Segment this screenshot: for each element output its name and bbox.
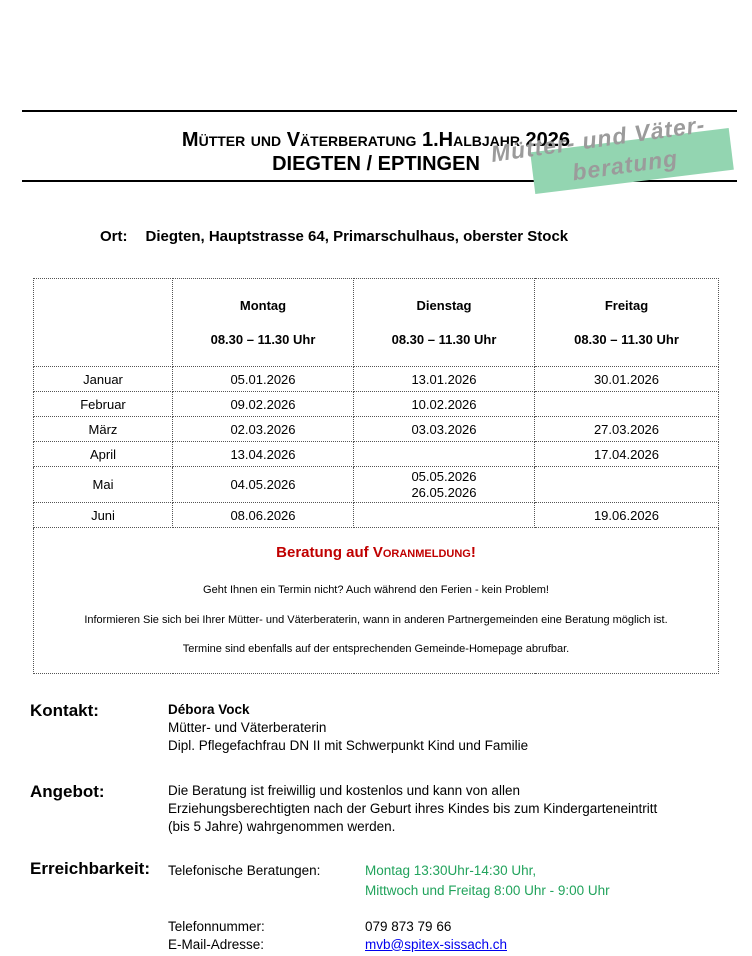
date-cell: 13.01.2026 [353,366,535,392]
location-line: Ort: Diegten, Hauptstrasse 64, Primarschu… [100,228,752,245]
notice-cell: Beratung auf Voranmeldung! Geht Ihnen ei… [33,527,719,674]
mvb-logo: Mütter- und Väter- beratung [476,111,742,206]
angebot-label: Angebot: [30,781,105,801]
angebot-text-line: (bis 5 Jahre) wahrgenommen werden. [168,818,396,834]
phone-number-value: 079 873 79 66 [365,918,452,934]
date-cell [534,466,719,503]
column-day-label: Dienstag [416,298,472,313]
contact-details: Telefonnummer: 079 873 79 66 E-Mail-Adre… [168,918,752,954]
top-divider [22,110,737,112]
date-cell: 03.03.2026 [353,416,535,442]
phone-consult-label: Telefonische Beratungen: [168,862,321,878]
notice-text-line: Informieren Sie sich bei Ihrer Mütter- u… [84,613,668,626]
tuesday-column-header: Dienstag 08.30 – 11.30 Uhr [353,278,535,367]
table-row: Januar 05.01.2026 13.01.2026 30.01.2026 [33,366,719,392]
friday-column-header: Freitag 08.30 – 11.30 Uhr [534,278,719,367]
month-cell: März [33,416,173,442]
contact-name: Débora Vock [168,701,250,717]
contact-role: Mütter- und Väterberaterin [168,719,327,735]
schedule-table: Montag 08.30 – 11.30 Uhr Dienstag 08.30 … [33,278,719,674]
phone-consult-hours-line2: Mittwoch und Freitag 8:00 Uhr - 9:00 Uhr [365,882,610,898]
column-time-label: 08.30 – 11.30 Uhr [210,332,316,347]
month-cell: Mai [33,466,173,503]
phone-consult-hours-line1: Montag 13:30Uhr-14:30 Uhr, [365,862,537,878]
angebot-text-line: Die Beratung ist freiwillig und kostenlo… [168,782,520,798]
date-cell [353,441,535,467]
table-row: Mai 04.05.2026 05.05.2026 26.05.2026 [33,466,719,503]
notice-heading-part2: Voranmeldung! [372,544,476,561]
email-label: E-Mail-Adresse: [168,936,265,952]
notice-text-line: Geht Ihnen ein Termin nicht? Auch währen… [203,584,549,596]
date-cell [534,391,719,417]
date-cell: 10.02.2026 [353,391,535,417]
notice-heading: Beratung auf Voranmeldung! [36,544,716,561]
column-day-label: Freitag [604,298,649,313]
location-label: Ort: [100,228,128,245]
page-subtitle: DIEGTEN / EPTINGEN [272,153,480,175]
notice-text-line: Termine sind ebenfalls auf der entsprech… [182,643,570,655]
month-column-header [33,278,173,367]
date-cell: 27.03.2026 [534,416,719,442]
column-time-label: 08.30 – 11.30 Uhr [574,332,679,347]
month-cell: Juni [33,502,173,528]
notice-heading-part1: Beratung auf [276,544,373,561]
date-cell: 30.01.2026 [534,366,719,392]
angebot-text-line: Erziehungsberechtigten nach der Geburt i… [168,800,658,816]
angebot-content: Die Beratung ist freiwillig und kostenlo… [168,782,752,836]
erreichbarkeit-label: Erreichbarkeit: [30,858,150,878]
notice-row: Beratung auf Voranmeldung! Geht Ihnen ei… [33,527,719,674]
page-title: Mütter und Väterberatung 1.Halbjahr 2026 [181,129,571,151]
table-row: Februar 09.02.2026 10.02.2026 [33,391,719,417]
table-row: Juni 08.06.2026 19.06.2026 [33,502,719,528]
date-cell [353,502,535,528]
contact-qualification: Dipl. Pflegefachfrau DN II mit Schwerpun… [168,737,529,753]
email-link[interactable]: mvb@spitex-sissach.ch [365,936,507,952]
table-header-row: Montag 08.30 – 11.30 Uhr Dienstag 08.30 … [33,278,719,367]
document-title: Mütter und Väterberatung 1.Halbjahr 2026… [0,112,752,180]
phone-number-label: Telefonnummer: [168,918,265,934]
kontakt-section: Kontakt: Débora Vock Mütter- und Väterbe… [30,701,752,755]
column-time-label: 08.30 – 11.30 Uhr [391,332,497,347]
date-cell: 09.02.2026 [172,391,354,417]
month-cell: April [33,441,173,467]
table-row: April 13.04.2026 17.04.2026 [33,441,719,467]
kontakt-label: Kontakt: [30,700,99,720]
monday-column-header: Montag 08.30 – 11.30 Uhr [172,278,354,367]
date-cell: 13.04.2026 [172,441,354,467]
kontakt-content: Débora Vock Mütter- und Väterberaterin D… [168,701,752,755]
date-cell: 05.01.2026 [172,366,354,392]
date-cell: 02.03.2026 [172,416,354,442]
location-value: Diegten, Hauptstrasse 64, Primarschulhau… [145,228,569,245]
date-cell: 04.05.2026 [172,466,354,503]
date-cell: 08.06.2026 [172,502,354,528]
title-divider [22,180,737,182]
angebot-section: Angebot: Die Beratung ist freiwillig und… [30,782,752,836]
date-cell: 05.05.2026 26.05.2026 [353,466,535,503]
column-day-label: Montag [239,298,287,313]
month-cell: Februar [33,391,173,417]
phone-consult-hours: Montag 13:30Uhr-14:30 Uhr, Mittwoch und … [365,859,752,901]
table-row: März 02.03.2026 03.03.2026 27.03.2026 [33,416,719,442]
date-cell: 17.04.2026 [534,441,719,467]
date-cell: 19.06.2026 [534,502,719,528]
month-cell: Januar [33,366,173,392]
erreichbarkeit-section: Erreichbarkeit: Telefonische Beratungen:… [30,859,752,954]
